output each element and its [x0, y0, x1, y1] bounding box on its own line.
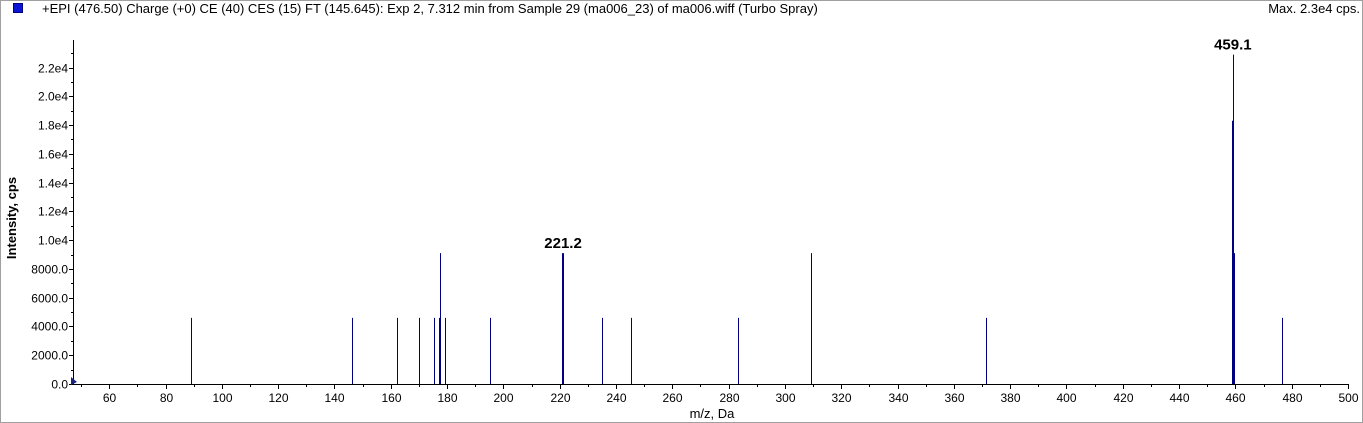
y-tick-label: 2.2e4 [38, 62, 68, 76]
x-tick-label: 380 [1000, 391, 1020, 405]
x-tick-label: 420 [1113, 391, 1133, 405]
chart-title: +EPI (476.50) Charge (+0) CE (40) CES (1… [42, 1, 818, 16]
x-tick-label: 220 [550, 391, 570, 405]
x-tick-label: 80 [160, 391, 174, 405]
y-tick-label: 2000.0 [31, 349, 68, 363]
series-color-swatch [13, 3, 23, 13]
y-tick-label: 1.6e4 [38, 148, 68, 162]
x-tick-label: 460 [1225, 391, 1245, 405]
x-tick-label: 440 [1169, 391, 1189, 405]
max-intensity-label: Max. 2.3e4 cps. [1268, 1, 1360, 16]
y-tick-label: 1.8e4 [38, 119, 68, 133]
x-tick-label: 200 [493, 391, 513, 405]
y-tick-label: 1.2e4 [38, 205, 68, 219]
x-tick-label: 340 [888, 391, 908, 405]
peak-label: 221.2 [544, 235, 582, 252]
x-tick-label: 260 [662, 391, 682, 405]
x-tick-label: 240 [606, 391, 626, 405]
peaks-layer [191, 54, 1283, 384]
y-tick-label: 1.0e4 [38, 234, 68, 248]
y-tick-label: 1.4e4 [38, 177, 68, 191]
x-tick-label: 400 [1056, 391, 1076, 405]
x-tick-label: 480 [1282, 391, 1302, 405]
x-tick-label: 500 [1338, 391, 1358, 405]
y-tick-label: 8000.0 [31, 263, 68, 277]
peak-label: 459.1 [1214, 37, 1252, 54]
y-tick-label: 4000.0 [31, 320, 68, 334]
x-tick-label: 140 [324, 391, 344, 405]
y-axis: 0.0 2000.0 4000.0 6000.0 8000.0 1.0e4 1.2e4 1.4… [31, 40, 74, 392]
x-tick-label: 300 [775, 391, 795, 405]
x-tick-label: 120 [268, 391, 288, 405]
x-tick-label: 100 [212, 391, 232, 405]
chart-header: +EPI (476.50) Charge (+0) CE (40) CES (1… [0, 0, 1363, 22]
x-tick-label: 320 [831, 391, 851, 405]
y-tick-label: 0.0 [51, 378, 68, 392]
y-tick-label: 6000.0 [31, 292, 68, 306]
x-tick-label: 280 [719, 391, 739, 405]
y-axis-title: Intensity, cps [4, 177, 19, 259]
x-tick-label: 180 [437, 391, 457, 405]
x-axis: 60 80 100 120 140 160 180 200 220 240 260 280 300 320… [71, 377, 1359, 405]
origin-marker [71, 377, 77, 385]
x-tick-label: 360 [944, 391, 964, 405]
y-tick-label: 2.0e4 [38, 90, 68, 104]
x-tick-label: 160 [381, 391, 401, 405]
x-tick-label: 60 [103, 391, 117, 405]
peak-annotations: 459.1 221.2 [544, 37, 1251, 252]
x-axis-title: m/z, Da [690, 406, 736, 421]
